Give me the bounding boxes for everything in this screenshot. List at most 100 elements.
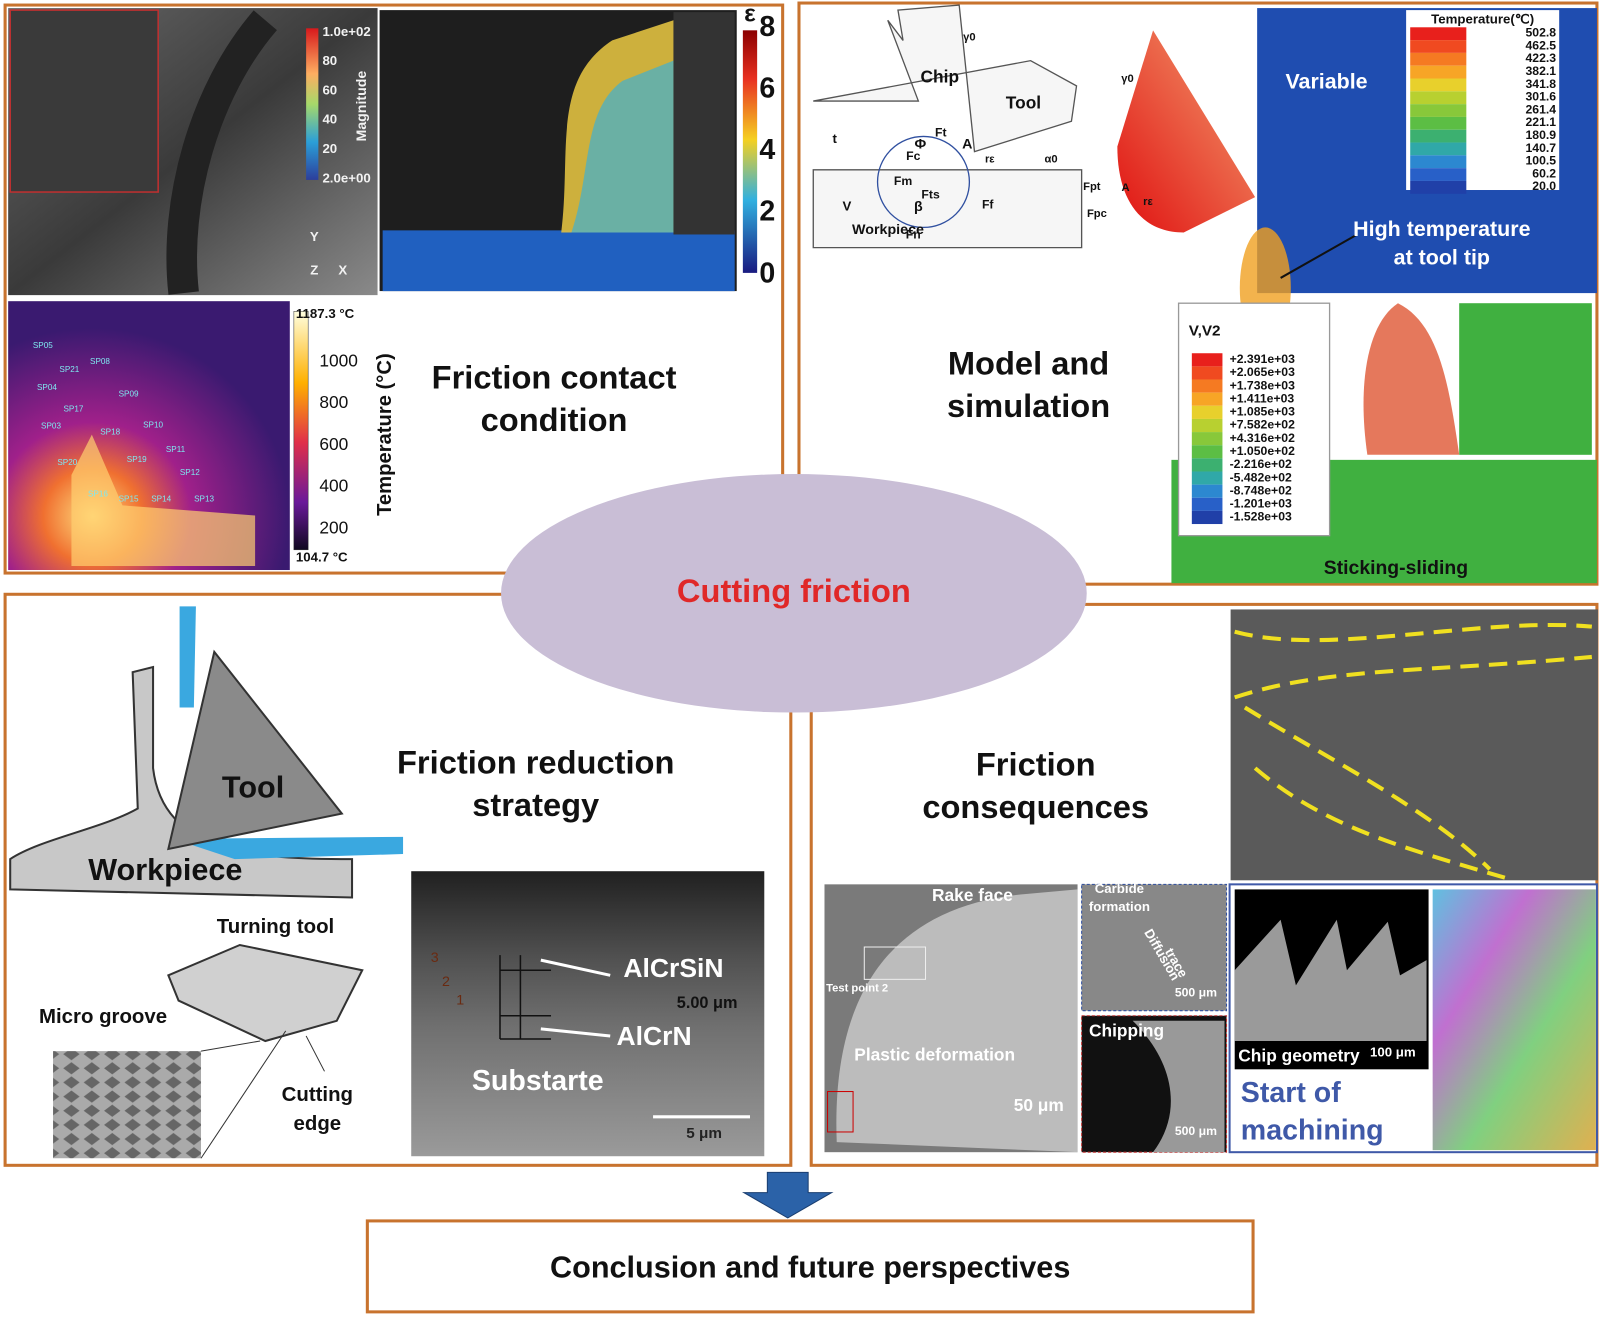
- colorbar-tick: 80: [322, 53, 337, 68]
- legend-swatch: [1191, 392, 1223, 406]
- legend-swatch: [1191, 471, 1223, 485]
- point-label: SP05: [33, 341, 53, 350]
- panel-title: Friction reduction: [397, 745, 674, 781]
- colorbar-tick: 4: [759, 134, 775, 166]
- diagram-label: A: [1121, 182, 1129, 194]
- legend-swatch: [1410, 116, 1467, 130]
- colorbar-tick: 0: [759, 258, 775, 290]
- legend-swatch: [1410, 40, 1467, 53]
- legend-swatch: [1191, 458, 1223, 472]
- panel-title: Model and: [948, 346, 1109, 382]
- point-label: SP19: [127, 455, 147, 464]
- legend-swatch: [1191, 445, 1223, 459]
- axis-label: X: [338, 262, 347, 277]
- legend-level: +7.582e+02: [1230, 418, 1296, 432]
- point-label: SP09: [119, 389, 139, 398]
- scale-label: 5.00 μm: [677, 994, 738, 1012]
- legend-level: 261.4: [1526, 102, 1557, 116]
- point-label: SP13: [194, 494, 214, 503]
- diagram-label: Workpiece: [88, 853, 242, 887]
- colorbar-tick: 600: [319, 434, 348, 454]
- axis-label: Y: [310, 229, 319, 244]
- scale-label: 100 μm: [1370, 1045, 1416, 1060]
- panel-title: Friction: [976, 747, 1096, 783]
- legend-level: 20.0: [1532, 179, 1556, 193]
- colorbar-tick: 1187.3 °C: [296, 306, 355, 321]
- legend-level: -5.482e+02: [1230, 470, 1292, 484]
- colorbar-tick: 800: [319, 392, 348, 412]
- image-label: Chip geometry: [1238, 1046, 1360, 1066]
- legend-level: +2.065e+03: [1230, 365, 1296, 379]
- diagram-label: edge: [294, 1113, 342, 1135]
- scale-label: 500 μm: [1175, 986, 1217, 1000]
- colorbar-tick: 200: [319, 517, 348, 537]
- axis-label: Z: [310, 262, 318, 277]
- center-title: Cutting friction: [677, 573, 911, 609]
- legend-level: 100.5: [1526, 154, 1557, 168]
- point-label: SP08: [90, 357, 110, 366]
- point-label: SP10: [143, 421, 163, 430]
- image-label: Start of: [1241, 1077, 1341, 1109]
- reduction-graphics: [9, 606, 765, 1159]
- legend-level: 221.1: [1526, 115, 1557, 129]
- legend-level: +4.316e+02: [1230, 431, 1296, 445]
- image-label: formation: [1089, 899, 1150, 914]
- legend-swatch: [1410, 155, 1467, 169]
- diagram-label: Fm: [894, 174, 913, 188]
- diagram-label: rε: [1143, 196, 1153, 208]
- layer-label: AlCrSiN: [623, 953, 723, 983]
- diagram-label: Chip: [921, 66, 960, 86]
- scale-label: 50 μm: [1014, 1095, 1064, 1115]
- legend-swatch: [1191, 366, 1223, 380]
- panel-title: condition: [481, 402, 628, 438]
- legend-swatch: [1410, 78, 1467, 92]
- image-label: Test point 2: [826, 982, 888, 994]
- layer-label: Substarte: [472, 1065, 604, 1097]
- colorbar-tick: 40: [322, 112, 337, 127]
- image-label: Plastic deformation: [854, 1045, 1015, 1065]
- point-label: SP16: [88, 489, 108, 498]
- point-label: SP21: [59, 365, 79, 374]
- diagram-label: Micro groove: [39, 1006, 167, 1028]
- legend-swatch: [1410, 65, 1467, 79]
- diagram-label: Ff: [982, 197, 994, 211]
- legend-level: -2.216e+02: [1230, 457, 1292, 471]
- map-note: High temperature: [1353, 217, 1530, 241]
- legend-level: +1.411e+03: [1230, 391, 1295, 405]
- legend-level: 301.6: [1526, 90, 1557, 104]
- point-label: SP20: [57, 458, 77, 467]
- legend-swatch: [1410, 180, 1467, 194]
- diagram-label: γ0: [1121, 73, 1133, 85]
- legend-level: +1.085e+03: [1230, 405, 1296, 419]
- legend-title: Temperature(℃): [1431, 12, 1534, 27]
- point-label: SP12: [180, 468, 200, 477]
- diagram-label: A: [962, 136, 972, 152]
- diagram-label: Tool: [1006, 93, 1041, 113]
- legend-level: +1.050e+02: [1230, 444, 1296, 458]
- legend-level: 180.9: [1526, 128, 1557, 142]
- consequence-graphics: [824, 609, 1598, 1154]
- diagram-label: Fpc: [1087, 208, 1107, 220]
- colorbar-tick: 1000: [319, 350, 358, 370]
- diagram-label: γ0: [963, 31, 975, 43]
- legend-swatch: [1410, 104, 1467, 117]
- panel-title: Friction contact: [432, 360, 677, 396]
- panel-title: strategy: [472, 787, 599, 823]
- point-label: SP15: [119, 494, 139, 503]
- legend-level: 140.7: [1526, 141, 1557, 155]
- image-label: machining: [1241, 1115, 1384, 1147]
- conclusion-box: [365, 1219, 1255, 1314]
- legend-level: 422.3: [1526, 51, 1557, 65]
- image-label: Rake face: [932, 885, 1013, 905]
- image-label: Chipping: [1089, 1021, 1164, 1041]
- center-ellipse: [501, 474, 1087, 713]
- legend-swatch: [1191, 405, 1223, 419]
- map-note: at tool tip: [1394, 245, 1490, 269]
- legend-swatch: [1191, 497, 1223, 511]
- images: [8, 8, 758, 571]
- legend-level: 382.1: [1526, 64, 1557, 78]
- legend-swatch: [1410, 27, 1467, 41]
- legend-swatch: [1191, 353, 1223, 367]
- panel-title: simulation: [947, 388, 1110, 424]
